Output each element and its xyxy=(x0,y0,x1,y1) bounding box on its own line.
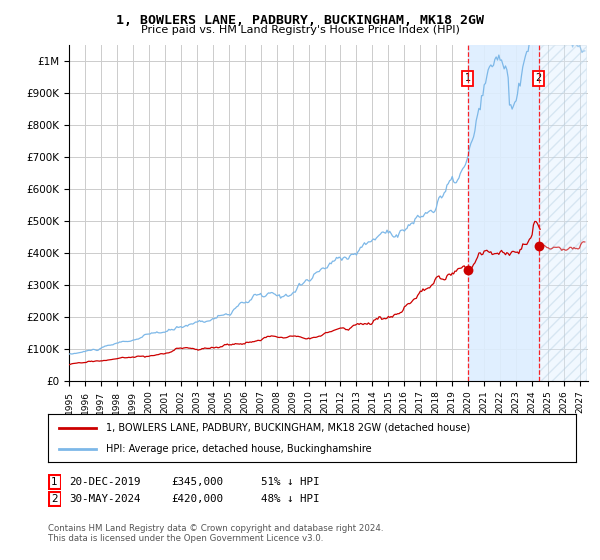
Text: £420,000: £420,000 xyxy=(171,494,223,504)
Text: 1: 1 xyxy=(51,477,58,487)
Text: 48% ↓ HPI: 48% ↓ HPI xyxy=(261,494,320,504)
Bar xyxy=(539,45,586,381)
Text: 1, BOWLERS LANE, PADBURY, BUCKINGHAM, MK18 2GW: 1, BOWLERS LANE, PADBURY, BUCKINGHAM, MK… xyxy=(116,14,484,27)
Bar xyxy=(468,45,539,381)
Point xyxy=(463,266,473,275)
Text: 51% ↓ HPI: 51% ↓ HPI xyxy=(261,477,320,487)
Text: £345,000: £345,000 xyxy=(171,477,223,487)
Text: 2: 2 xyxy=(536,73,542,83)
Text: 2: 2 xyxy=(51,494,58,504)
Text: 1, BOWLERS LANE, PADBURY, BUCKINGHAM, MK18 2GW (detached house): 1, BOWLERS LANE, PADBURY, BUCKINGHAM, MK… xyxy=(106,423,470,433)
Text: 20-DEC-2019: 20-DEC-2019 xyxy=(69,477,140,487)
Text: 30-MAY-2024: 30-MAY-2024 xyxy=(69,494,140,504)
Point xyxy=(534,242,544,251)
Text: Contains HM Land Registry data © Crown copyright and database right 2024.
This d: Contains HM Land Registry data © Crown c… xyxy=(48,524,383,543)
Text: HPI: Average price, detached house, Buckinghamshire: HPI: Average price, detached house, Buck… xyxy=(106,444,372,454)
Text: 1: 1 xyxy=(464,73,471,83)
Text: Price paid vs. HM Land Registry's House Price Index (HPI): Price paid vs. HM Land Registry's House … xyxy=(140,25,460,35)
